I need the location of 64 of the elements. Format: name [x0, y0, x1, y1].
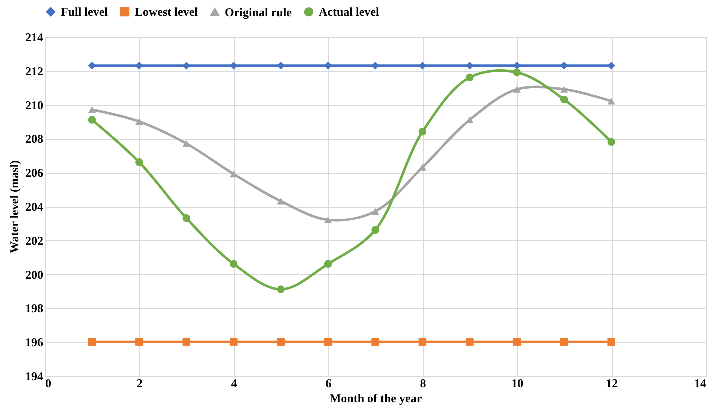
- x-tick-label: 0: [46, 376, 52, 390]
- x-tick-label: 8: [420, 376, 426, 390]
- point: [136, 62, 144, 70]
- point: [230, 338, 238, 346]
- point: [560, 86, 568, 93]
- point: [136, 158, 144, 166]
- y-tick-label: 204: [26, 200, 44, 214]
- point: [513, 68, 522, 76]
- x-tick-label: 2: [136, 376, 143, 390]
- point: [372, 62, 380, 70]
- point: [608, 338, 616, 346]
- point: [608, 62, 616, 70]
- point: [608, 98, 616, 105]
- y-tick-label: 208: [26, 132, 44, 146]
- point: [230, 260, 238, 268]
- y-tick-label: 194: [26, 370, 44, 384]
- y-tick-label: 214: [26, 30, 44, 44]
- point: [372, 226, 380, 234]
- point: [230, 170, 238, 178]
- point: [277, 338, 285, 346]
- legend-label: Actual level: [319, 5, 380, 20]
- y-tick-label: 200: [26, 268, 44, 282]
- x-tick-label: 12: [606, 376, 618, 390]
- point: [418, 128, 427, 136]
- point: [324, 260, 332, 268]
- legend-label: Full level: [61, 5, 109, 20]
- point: [608, 138, 616, 146]
- x-tick-label: 6: [326, 376, 332, 390]
- point: [560, 338, 568, 346]
- y-tick-label: 206: [26, 166, 44, 180]
- y-tick-label: 196: [26, 336, 44, 350]
- point: [513, 86, 522, 93]
- point: [277, 198, 285, 205]
- x-tick-label: 10: [512, 376, 524, 390]
- point: [466, 74, 474, 82]
- point: [324, 338, 332, 346]
- x-tick-label: 4: [231, 376, 238, 390]
- point: [182, 214, 191, 222]
- point: [182, 338, 191, 346]
- y-tick-label: 202: [26, 234, 44, 248]
- legend-label: Lowest level: [135, 5, 199, 20]
- point: [136, 118, 144, 126]
- x-tick-label: 14: [694, 376, 706, 390]
- point: [136, 338, 144, 346]
- point: [372, 208, 380, 215]
- point: [513, 338, 522, 346]
- point: [324, 216, 332, 224]
- point: [466, 338, 474, 346]
- legend-label: Original rule: [225, 5, 293, 20]
- y-tick-label: 210: [26, 98, 44, 112]
- point: [560, 96, 568, 104]
- point: [466, 62, 474, 70]
- point: [182, 140, 191, 148]
- point: [277, 62, 285, 70]
- y-tick-label: 212: [26, 64, 44, 78]
- point: [88, 106, 96, 114]
- x-axis-title: Month of the year: [330, 392, 423, 406]
- point: [418, 338, 427, 346]
- y-axis-title: Water level (masl): [8, 160, 22, 254]
- y-tick-label: 198: [26, 302, 44, 316]
- point: [88, 338, 96, 346]
- point: [372, 338, 380, 346]
- point: [277, 286, 285, 294]
- point: [88, 116, 96, 124]
